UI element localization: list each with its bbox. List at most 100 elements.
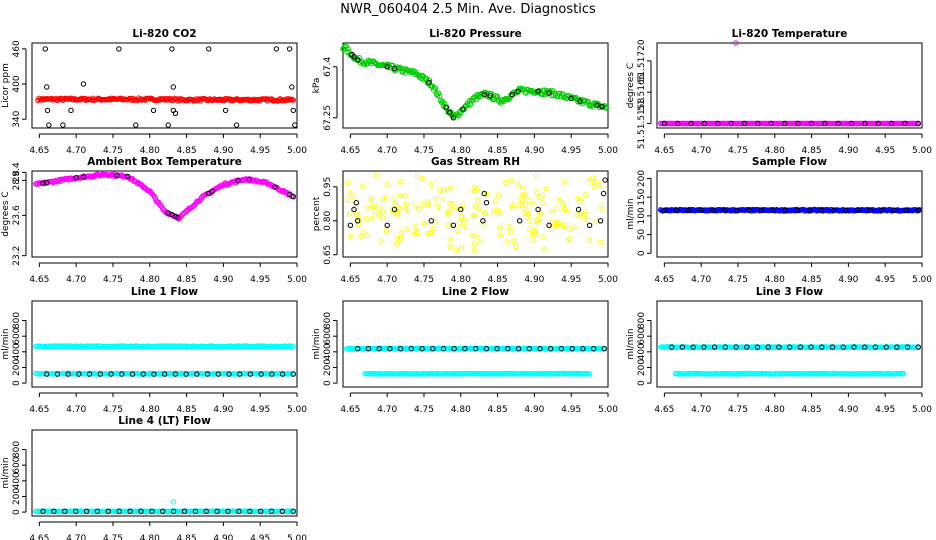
- data-point: [560, 200, 567, 206]
- data-point: [599, 206, 605, 213]
- data-point: [398, 230, 404, 236]
- data-point: [279, 371, 286, 377]
- data-point: [129, 371, 136, 377]
- data-point: [376, 346, 382, 352]
- x-tick-label: 5.00: [598, 405, 618, 415]
- data-point: [571, 224, 577, 231]
- data-point: [206, 46, 212, 52]
- data-point: [204, 371, 211, 377]
- data-point: [534, 220, 541, 227]
- data-point: [855, 207, 861, 214]
- data-point: [481, 190, 487, 197]
- data-point: [483, 191, 490, 197]
- data-point: [78, 95, 85, 102]
- data-point: [822, 120, 828, 127]
- data-point: [94, 508, 101, 514]
- data-point: [214, 508, 220, 514]
- data-point: [566, 226, 572, 232]
- data-point: [758, 207, 764, 214]
- chart-panel: Gas Stream RH 4.65 4.70 4.75 4.80 4.85 4.90 4.9…: [312, 156, 618, 285]
- x-tick-label: 4.65: [654, 275, 674, 285]
- data-point: [582, 191, 589, 198]
- data-point: [62, 508, 68, 514]
- data-point: [380, 208, 386, 214]
- data-point: [127, 508, 133, 514]
- chart-panel: Line 4 (LT) Flow 4.65 4.70 4.75 4.80 4.85 4.90…: [1, 415, 307, 540]
- data-point: [397, 192, 404, 199]
- data-point: [843, 207, 849, 214]
- data-point: [602, 177, 608, 183]
- data-point: [744, 344, 750, 350]
- data-point: [437, 187, 443, 194]
- data-point: [44, 84, 50, 90]
- x-tick-label: 4.80: [765, 405, 785, 415]
- data-point: [598, 203, 604, 209]
- data-point: [746, 207, 752, 214]
- data-point: [426, 79, 432, 86]
- data-point: [358, 233, 364, 240]
- x-tick-label: 4.75: [728, 405, 748, 415]
- data-point: [535, 206, 541, 213]
- data-point: [476, 206, 482, 212]
- data-point: [165, 122, 171, 128]
- data-point: [347, 222, 354, 229]
- data-point: [782, 120, 788, 127]
- data-point: [344, 197, 351, 203]
- data-point: [454, 228, 461, 234]
- data-point: [526, 346, 532, 352]
- x-tick-label: 4.95: [250, 275, 270, 285]
- data-point: [522, 192, 528, 198]
- data-point: [711, 344, 718, 350]
- data-point: [497, 232, 503, 238]
- data-point: [535, 88, 541, 94]
- x-tick-label: 4.95: [875, 405, 895, 415]
- data-point: [384, 64, 390, 70]
- data-point: [258, 371, 264, 377]
- data-point: [351, 206, 357, 213]
- data-point: [290, 193, 296, 200]
- data-point: [80, 174, 87, 180]
- x-tick-label: 5.00: [598, 146, 618, 156]
- x-tick-label: 4.75: [103, 534, 123, 540]
- data-point: [279, 508, 286, 514]
- data-point: [44, 179, 50, 186]
- y-axis-label: Licor ppm: [1, 63, 11, 108]
- data-point: [470, 232, 476, 239]
- data-point: [428, 181, 434, 188]
- data-point: [73, 175, 79, 181]
- x-tick-label: 4.80: [140, 275, 160, 285]
- data-point: [496, 192, 502, 198]
- data-point: [776, 344, 782, 350]
- data-point: [507, 228, 514, 235]
- data-point: [599, 103, 605, 110]
- data-point: [365, 205, 371, 211]
- data-point: [722, 344, 728, 350]
- data-point: [891, 207, 897, 214]
- x-tick-label: 4.70: [377, 275, 397, 285]
- data-point: [83, 508, 90, 514]
- data-point: [350, 194, 357, 200]
- data-point: [562, 179, 568, 185]
- data-point: [226, 371, 232, 377]
- data-point: [290, 343, 296, 350]
- data-point: [408, 346, 414, 352]
- data-point: [728, 120, 734, 127]
- data-point: [80, 81, 87, 87]
- chart-panel: Sample Flow 4.65 4.70 4.75 4.80 4.85 4.90 4.95 5…: [626, 156, 932, 285]
- x-tick-label: 5.00: [287, 146, 307, 156]
- data-point: [770, 207, 776, 214]
- plot-frame: [31, 42, 298, 129]
- data-point: [490, 209, 497, 215]
- x-tick-label: 4.90: [838, 275, 858, 285]
- y-tick-label: 29.4: [12, 162, 22, 182]
- data-point: [546, 90, 552, 96]
- data-point: [497, 225, 503, 231]
- y-axis-label: percent: [312, 196, 322, 231]
- data-point: [449, 200, 455, 207]
- data-point: [218, 182, 224, 188]
- chart-panel: Ambient Box Temperature 4.65 4.70 4.75 4.80 4…: [1, 156, 307, 285]
- chart-title: Gas Stream RH: [431, 156, 520, 168]
- data-point: [511, 202, 517, 208]
- chart-panel: Line 1 Flow 4.65 4.70 4.75 4.80 4.85 4.90 4.95 5…: [1, 286, 307, 415]
- data-point: [450, 115, 457, 121]
